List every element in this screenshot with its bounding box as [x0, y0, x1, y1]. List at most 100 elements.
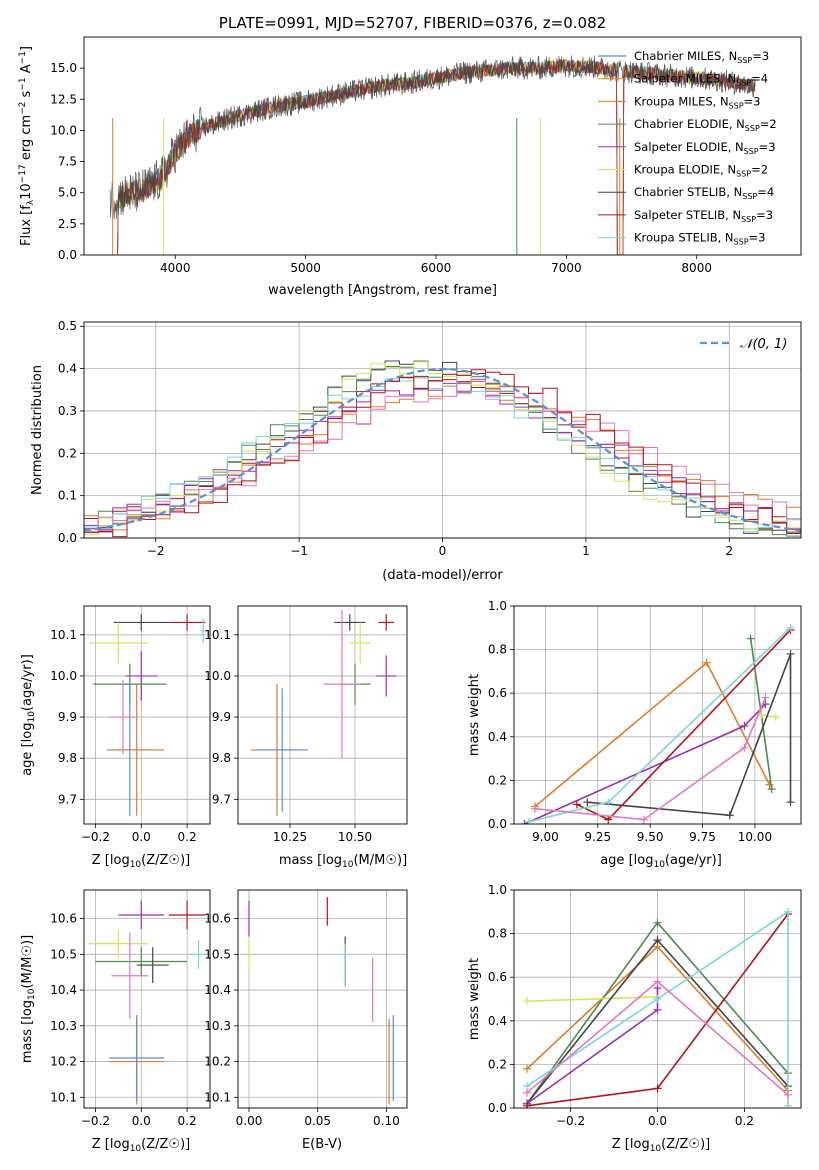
x-tick-label: −0.2 [81, 1114, 110, 1128]
weight-point-marker [653, 918, 662, 927]
legend-label: Chabrier STELIB, NSSP=4 [634, 185, 774, 201]
mass-vs-ebv-errorbars [248, 897, 394, 1105]
x-tick-label: 0.2 [178, 830, 197, 844]
massweight-vs-age-xlabel: age [log10(age/yr)] [600, 853, 722, 870]
weight-series-line [534, 661, 771, 808]
y-tick-label: 10.2 [50, 1055, 77, 1069]
age-vs-z-xlabel: Z [log10(Z/Z☉)] [92, 853, 190, 870]
x-tick-label: 9.50 [637, 830, 664, 844]
normal-curve [84, 367, 801, 532]
histogram-bars [84, 360, 801, 538]
y-tick-label: 0.6 [488, 686, 507, 700]
y-tick-label: 0.3 [58, 404, 77, 418]
weight-point-marker [653, 936, 662, 945]
weight-point-marker [786, 623, 795, 632]
spectrum-xlabel: wavelength [Angstrom, rest frame] [268, 283, 497, 298]
legend-label: Salpeter STELIB, NSSP=3 [634, 208, 773, 224]
weight-point-marker [653, 977, 662, 986]
x-tick-label: 0.00 [236, 1114, 263, 1128]
x-tick-label: 10.00 [738, 830, 772, 844]
x-tick-label: −0.2 [556, 1114, 585, 1128]
weight-series-line [528, 627, 792, 823]
y-tick-label: 10.0 [50, 123, 77, 137]
spectrum-series-line [109, 55, 756, 220]
y-tick-label: 5.0 [58, 186, 77, 200]
x-tick-label: 9.00 [532, 830, 559, 844]
y-tick-label: 0.4 [58, 362, 77, 376]
y-tick-label: 0.0 [488, 1101, 507, 1115]
y-tick-label: 9.9 [58, 710, 77, 724]
legend-label: Chabrier MILES, NSSP=3 [634, 49, 769, 65]
y-tick-label: 1.0 [488, 599, 507, 613]
massweight-vs-z-axes: −0.2 0.0 0.2 0.0 0.2 0.4 0.6 0.8 1.0 [488, 883, 801, 1128]
ticks: 0.00 0.05 0.10 10.1 10.2 10.3 10.4 10.5 10.6 [204, 912, 399, 1128]
y-tick-label: 10.2 [204, 1055, 231, 1069]
y-tick-label: 15.0 [50, 61, 77, 75]
legend-label: Salpeter MILES, NSSP=4 [634, 72, 768, 88]
weight-point-marker [520, 820, 529, 824]
y-tick-label: 10.0 [50, 669, 77, 683]
y-tick-label: 9.8 [58, 751, 77, 765]
legend-label: Kroupa ELODIE, NSSP=2 [634, 163, 768, 179]
weight-point-marker [523, 1088, 532, 1097]
ticks: 10.25 10.50 9.7 9.8 9.9 10.0 10.1 [204, 628, 372, 844]
x-tick-label: 0.2 [178, 1114, 197, 1128]
x-tick-label: 4000 [160, 261, 191, 275]
y-tick-label: 0.0 [58, 248, 77, 262]
weight-point-marker [604, 798, 613, 807]
age-vs-z-frame [83, 605, 211, 825]
ticks: −0.2 0.0 0.2 10.1 10.2 10.3 10.4 10.5 10.6 [50, 912, 196, 1128]
x-tick-label: 7000 [551, 261, 582, 275]
ticks: −2 −1 0 1 2 0.0 0.1 0.2 0.3 0.4 0.5 [58, 319, 733, 558]
weight-series-line [526, 996, 658, 1002]
histogram-xlabel: (data-model)/error [382, 568, 503, 583]
x-tick-label: 10.50 [338, 830, 372, 844]
weight-point-marker [523, 1064, 532, 1073]
y-tick-label: 0.2 [488, 1057, 507, 1071]
massweight-vs-z-lines [523, 907, 792, 1108]
y-tick-label: 1.0 [488, 883, 507, 897]
y-tick-label: 10.0 [204, 669, 231, 683]
weight-point-marker [639, 815, 648, 824]
histogram-series [84, 369, 801, 538]
massweight-vs-age-lines [520, 623, 795, 824]
y-tick-label: 10.1 [50, 628, 77, 642]
x-tick-label: 0.0 [132, 1114, 151, 1128]
weight-point-marker [783, 1101, 792, 1108]
weight-series-line [526, 910, 789, 1106]
weight-point-marker [653, 995, 662, 1003]
x-tick-label: 2 [725, 544, 733, 558]
y-tick-label: 10.3 [50, 1019, 77, 1033]
weight-point-marker [524, 817, 533, 824]
y-tick-label: 0.2 [58, 446, 77, 460]
y-tick-label: 9.7 [58, 792, 77, 806]
spectrum-legend: Chabrier MILES, NSSP=3 Salpeter MILES, NS… [598, 49, 777, 247]
mass-vs-z-frame [83, 889, 211, 1109]
age-vs-z-axes: −0.2 0.0 0.2 9.7 9.8 9.9 10.0 10.1 [50, 606, 210, 844]
x-tick-label: 10.25 [273, 830, 307, 844]
ticks: 4000 5000 6000 7000 8000 0.0 2.5 5.0 7.5 10.0 12.5… [50, 61, 712, 275]
y-tick-label: 10.1 [204, 1090, 231, 1104]
x-tick-label: 0.10 [373, 1114, 400, 1128]
y-tick-label: 10.6 [50, 912, 77, 926]
y-tick-label: 9.8 [212, 751, 231, 765]
age-vs-mass-xlabel: mass [log10(M/M☉)] [279, 853, 407, 870]
weight-point-marker [653, 1084, 662, 1093]
weight-series-line [524, 703, 766, 824]
spectrum-axes: 4000 5000 6000 7000 8000 0.0 2.5 5.0 7.5 10.0 12.5… [50, 61, 712, 275]
age-vs-mass-errorbars [251, 610, 397, 816]
weight-point-marker [786, 798, 795, 807]
massweight-vs-z-xlabel: Z [log10(Z/Z☉)] [612, 1137, 710, 1154]
y-tick-label: 10.4 [204, 983, 231, 997]
x-tick-label: −2 [147, 544, 165, 558]
normal-legend-label: 𝒩(0, 1) [740, 337, 787, 352]
x-tick-label: −1 [290, 544, 308, 558]
y-tick-label: 10.4 [50, 983, 77, 997]
weight-point-marker [761, 693, 770, 702]
histogram-ylabel: Normed distribution [30, 365, 45, 495]
massweight-vs-age-frame [513, 605, 802, 825]
weight-point-marker [771, 713, 780, 722]
weight-point-marker [583, 798, 592, 807]
spectrum-ylabel: Flux [fλ10−17 erg cm−2 s−1 A−1] [18, 46, 36, 246]
weight-point-marker [523, 997, 532, 1006]
